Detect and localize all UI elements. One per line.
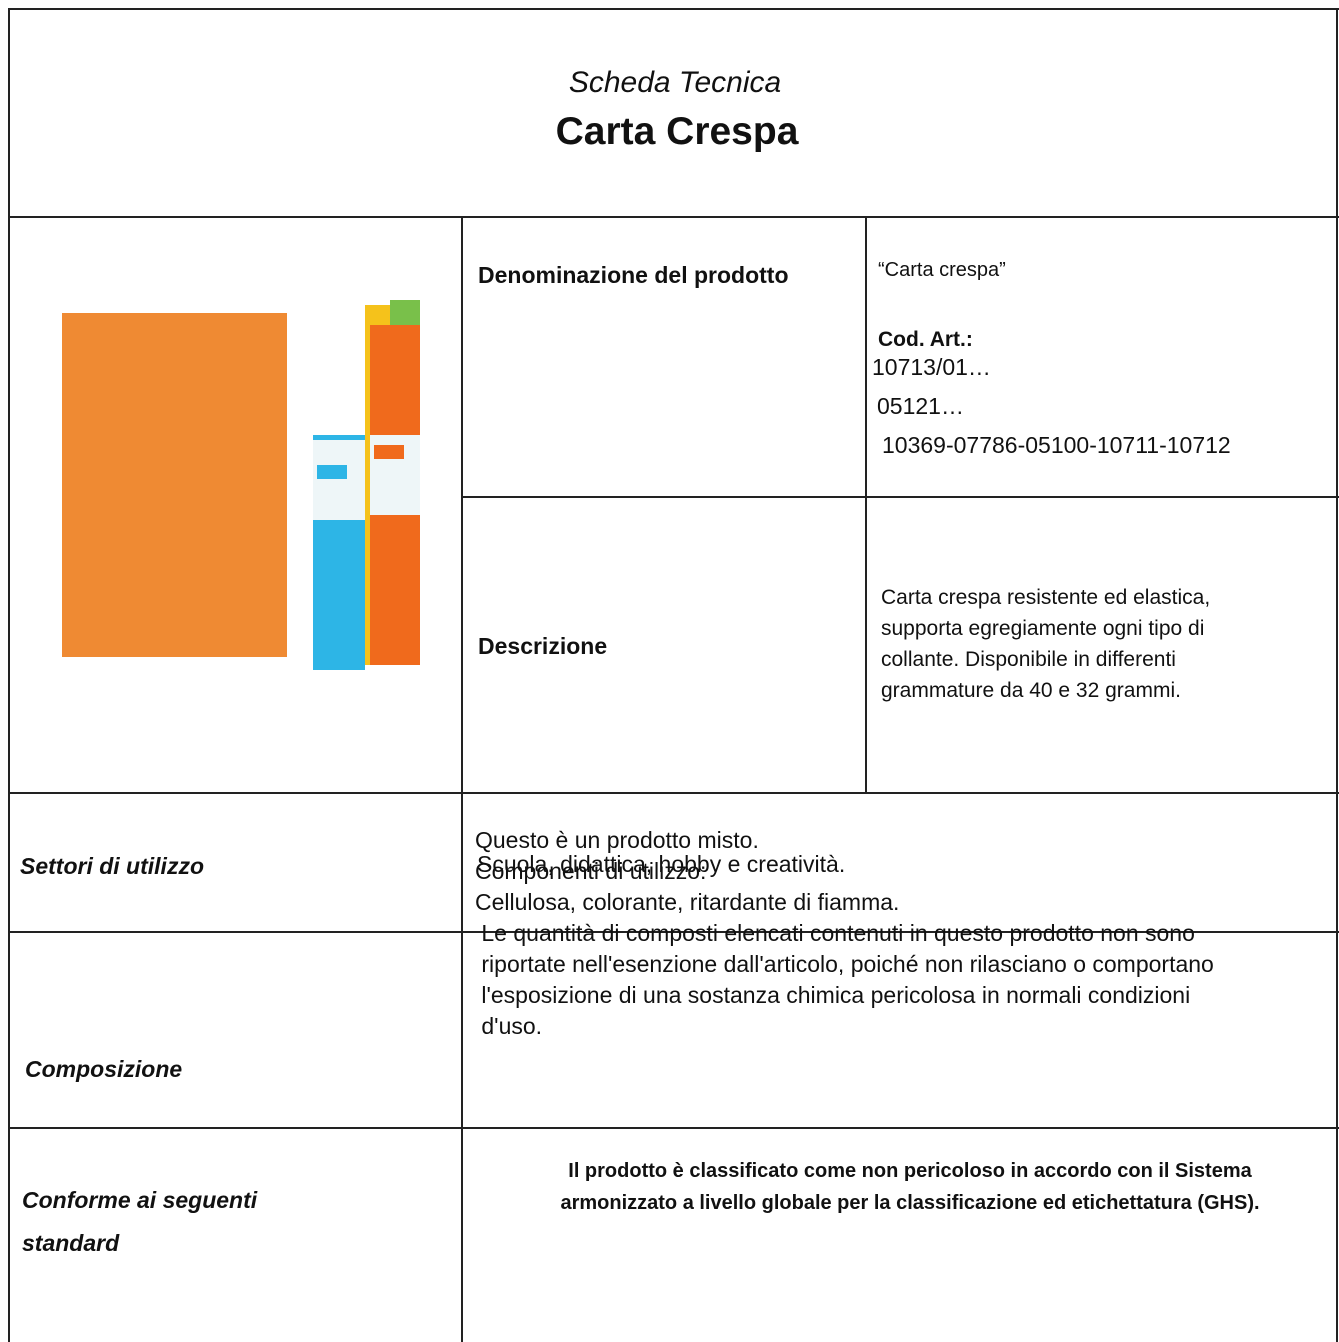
row-text: Scuola, didattica, hobby e creatività.	[477, 851, 846, 877]
label: Denominazione del prodotto	[478, 262, 789, 288]
code: 05121…	[877, 393, 964, 419]
row-text: d'uso.	[475, 1013, 543, 1039]
border	[8, 8, 10, 1342]
row-label: Settori di utilizzo	[20, 853, 204, 879]
description-line: collante. Disponibile in differenti	[881, 648, 1176, 671]
row-text: Il prodotto è classificato come non peri…	[568, 1160, 1252, 1182]
product-image	[62, 300, 420, 670]
description-line: Carta crespa resistente ed elastica,	[881, 586, 1211, 609]
border	[461, 216, 463, 1342]
border	[8, 931, 1339, 933]
row-text: Questo è un prodotto misto.	[475, 827, 759, 853]
code: 10713/01…	[872, 354, 991, 380]
row-text: Le quantità di composti elencati contenu…	[475, 920, 1195, 946]
label: Cod. Art.:	[878, 328, 973, 351]
border	[8, 792, 1339, 794]
row-label: Composizione	[25, 1056, 183, 1082]
row-text: Cellulosa, colorante, ritardante di fiam…	[475, 889, 900, 915]
border	[1336, 8, 1338, 1342]
value: “Carta crespa”	[878, 259, 1006, 281]
border	[8, 1127, 1339, 1129]
code: 10369-07786-05100-10711-10712	[882, 432, 1231, 458]
description-line: supporta egregiamente ogni tipo di	[881, 617, 1205, 640]
description-line: grammature da 40 e 32 grammi.	[881, 679, 1181, 702]
title: Carta Crespa	[555, 110, 799, 153]
label: Descrizione	[478, 633, 608, 659]
border	[8, 8, 1339, 10]
row-text: armonizzato a livello globale per la cla…	[560, 1192, 1260, 1214]
row-text: Componenti di utilizzo:	[475, 858, 707, 884]
row-text: riportate nell'esenzione dall'articolo, …	[475, 951, 1214, 977]
row-text: l'esposizione di una sostanza chimica pe…	[475, 982, 1191, 1008]
row-label: Conforme ai seguenti	[22, 1187, 258, 1213]
row-label: standard	[22, 1230, 120, 1256]
border	[8, 216, 1339, 218]
border	[461, 496, 1339, 498]
subtitle: Scheda Tecnica	[568, 66, 782, 99]
border	[865, 216, 867, 793]
